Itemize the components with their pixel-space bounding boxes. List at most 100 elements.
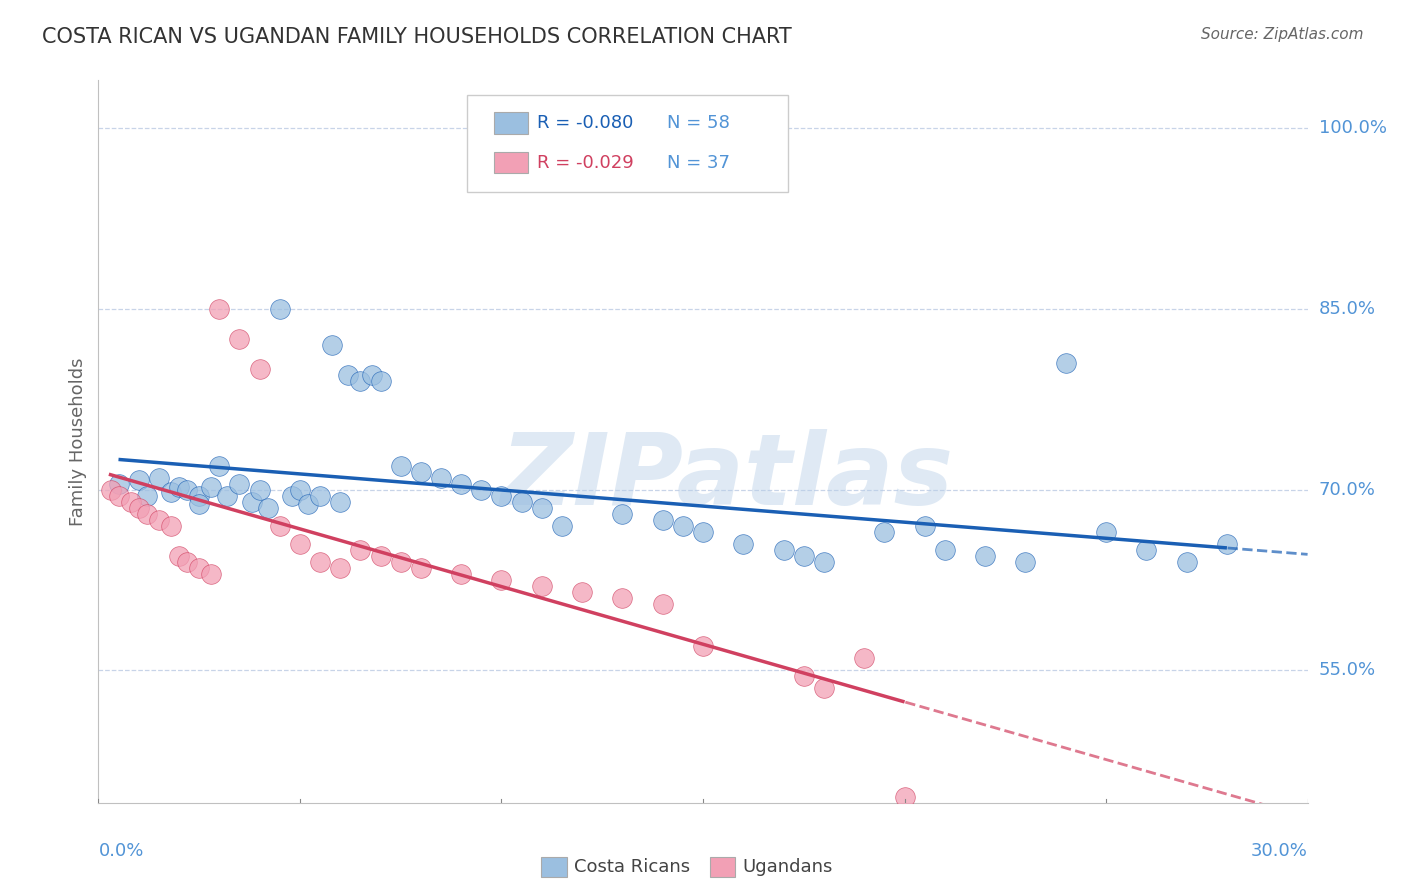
Point <box>135 489 157 503</box>
Point <box>249 483 271 497</box>
Point <box>240 494 263 508</box>
Point <box>256 500 278 515</box>
Text: COSTA RICAN VS UGANDAN FAMILY HOUSEHOLDS CORRELATION CHART: COSTA RICAN VS UGANDAN FAMILY HOUSEHOLDS… <box>42 27 792 46</box>
Point <box>200 567 222 582</box>
Point <box>692 639 714 653</box>
Point <box>1014 555 1036 569</box>
Point <box>450 476 472 491</box>
Point <box>361 368 384 383</box>
Point <box>120 494 142 508</box>
Point <box>1095 524 1118 539</box>
Point <box>208 458 231 473</box>
Point <box>281 489 304 503</box>
Point <box>974 549 997 563</box>
Point <box>370 375 392 389</box>
Point <box>1216 537 1239 551</box>
Text: ZIPatlas: ZIPatlas <box>501 429 953 526</box>
Point <box>329 494 352 508</box>
Y-axis label: Family Households: Family Households <box>69 358 87 525</box>
Point <box>100 483 122 497</box>
Point <box>551 519 574 533</box>
Point <box>491 489 513 503</box>
Point <box>208 301 231 317</box>
Point <box>409 561 432 575</box>
Point <box>491 573 513 587</box>
Point <box>389 555 412 569</box>
Text: N = 58: N = 58 <box>666 114 730 132</box>
Point <box>793 669 815 683</box>
Point <box>217 489 239 503</box>
Point <box>249 362 271 376</box>
Point <box>269 301 291 317</box>
FancyBboxPatch shape <box>494 152 527 173</box>
FancyBboxPatch shape <box>467 95 787 193</box>
Text: 85.0%: 85.0% <box>1319 300 1375 318</box>
Point <box>148 471 170 485</box>
Point <box>873 524 896 539</box>
Point <box>651 513 673 527</box>
Point <box>228 476 250 491</box>
Point <box>288 483 311 497</box>
Point <box>530 500 553 515</box>
Point <box>309 555 332 569</box>
Point <box>370 549 392 563</box>
Point <box>1175 555 1198 569</box>
Point <box>430 471 453 485</box>
Text: 70.0%: 70.0% <box>1319 481 1375 499</box>
Point <box>530 579 553 593</box>
Point <box>329 561 352 575</box>
Point <box>176 483 198 497</box>
Point <box>148 513 170 527</box>
Point <box>309 489 332 503</box>
Point <box>612 591 634 605</box>
Point <box>793 549 815 563</box>
Point <box>128 500 150 515</box>
Point <box>128 473 150 487</box>
Point <box>813 555 835 569</box>
Point <box>853 651 876 665</box>
Point <box>1054 356 1077 370</box>
Text: Ugandans: Ugandans <box>742 858 832 876</box>
Point <box>450 567 472 582</box>
Point <box>188 561 211 575</box>
Text: Source: ZipAtlas.com: Source: ZipAtlas.com <box>1201 27 1364 42</box>
Text: 30.0%: 30.0% <box>1251 842 1308 860</box>
Point <box>297 497 319 511</box>
Point <box>176 555 198 569</box>
Point <box>107 476 129 491</box>
Text: R = -0.080: R = -0.080 <box>537 114 634 132</box>
Point <box>470 483 492 497</box>
Point <box>651 597 673 611</box>
Point <box>228 332 250 346</box>
Text: Costa Ricans: Costa Ricans <box>574 858 690 876</box>
Point <box>772 542 794 557</box>
Point <box>349 375 371 389</box>
Point <box>571 585 593 599</box>
Point <box>349 542 371 557</box>
Text: N = 37: N = 37 <box>666 153 730 171</box>
Text: 0.0%: 0.0% <box>98 842 143 860</box>
Text: R = -0.029: R = -0.029 <box>537 153 634 171</box>
Point <box>934 542 956 557</box>
Point <box>1135 542 1157 557</box>
Point <box>321 338 343 352</box>
Point <box>389 458 412 473</box>
Point <box>672 519 695 533</box>
Text: 55.0%: 55.0% <box>1319 661 1376 680</box>
Point <box>612 507 634 521</box>
Text: 100.0%: 100.0% <box>1319 120 1386 137</box>
Point <box>269 519 291 533</box>
Point <box>692 524 714 539</box>
Point <box>337 368 360 383</box>
Point <box>914 519 936 533</box>
Point <box>160 485 183 500</box>
Point <box>167 549 190 563</box>
Point <box>200 480 222 494</box>
Point <box>160 519 183 533</box>
Point <box>188 489 211 503</box>
FancyBboxPatch shape <box>494 112 527 134</box>
Point <box>893 789 915 804</box>
Point <box>188 497 211 511</box>
Point <box>135 507 157 521</box>
Point <box>107 489 129 503</box>
